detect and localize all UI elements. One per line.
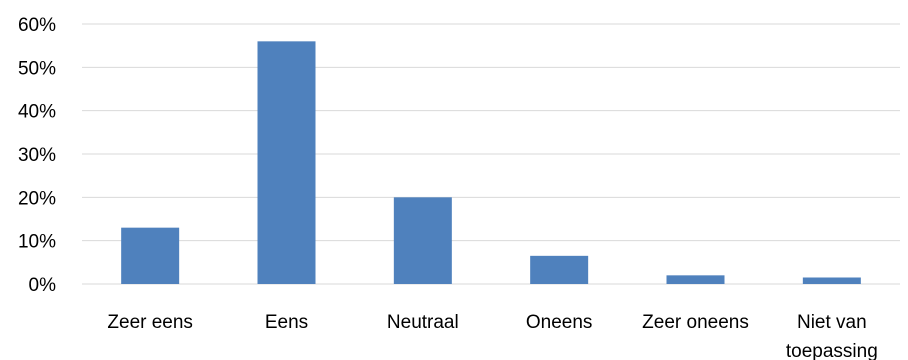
- x-category-label: Neutraal: [387, 312, 459, 333]
- x-category-label: Niet van toepassing: [786, 312, 878, 360]
- bars: [121, 41, 861, 285]
- bar: [530, 255, 589, 284]
- bar: [666, 275, 725, 284]
- x-category-label: Eens: [265, 312, 308, 333]
- bar: [257, 41, 316, 285]
- y-tick-label: 10%: [18, 232, 56, 253]
- bar: [121, 227, 180, 284]
- y-tick-label: 50%: [18, 58, 56, 79]
- x-category-label: Zeer eens: [107, 312, 193, 333]
- gridlines: [82, 23, 900, 285]
- x-category-label: Zeer oneens: [642, 312, 749, 333]
- y-axis-tick-labels: 0% 10% 20% 30% 40% 50% 60%: [18, 15, 56, 296]
- bar: [802, 277, 861, 284]
- y-tick-label: 20%: [18, 188, 56, 209]
- y-tick-label: 40%: [18, 102, 56, 123]
- x-axis-category-labels: Zeer eens Eens Neutraal Oneens Zeer oneens Ni…: [107, 312, 877, 360]
- bar: [393, 197, 452, 284]
- y-tick-label: 0%: [29, 275, 57, 296]
- x-category-label: Oneens: [526, 312, 593, 333]
- y-tick-label: 60%: [18, 15, 56, 36]
- y-tick-label: 30%: [18, 145, 56, 166]
